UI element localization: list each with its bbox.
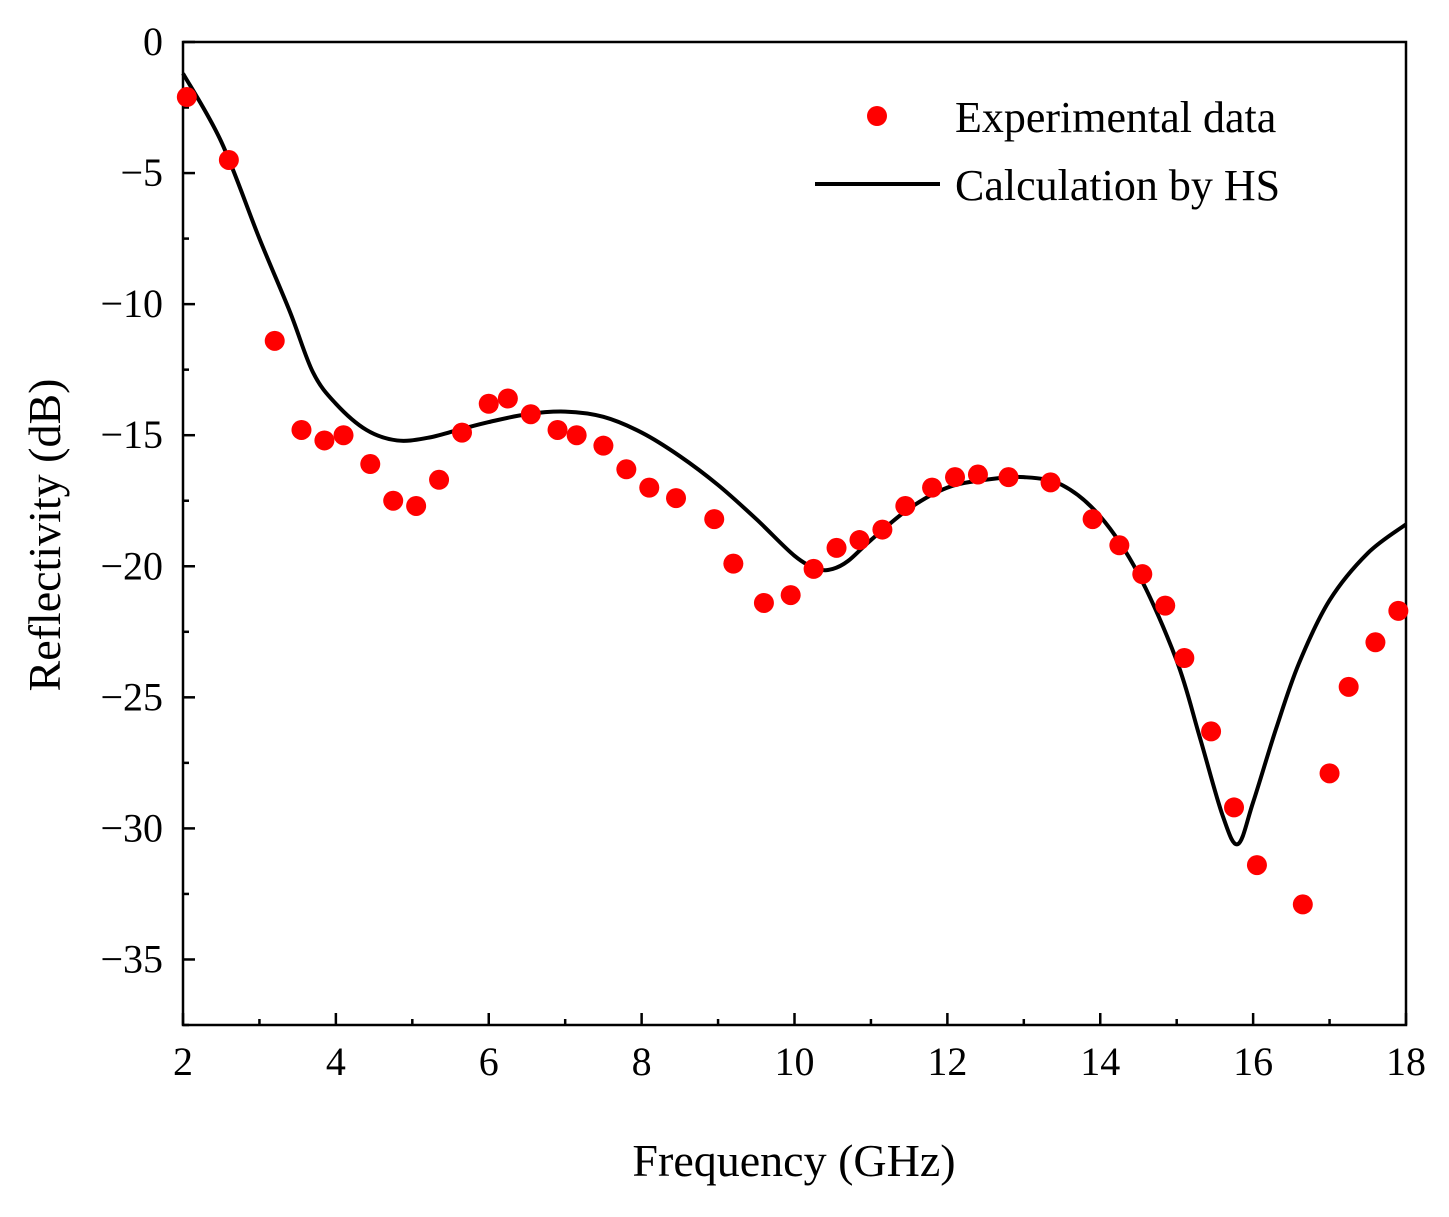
experimental-point bbox=[1319, 763, 1340, 784]
x-axis-ticks: 2 4 6 8 10 12 14 16 18 bbox=[173, 1013, 1426, 1084]
experimental-point bbox=[616, 459, 637, 480]
x-tick-label: 16 bbox=[1233, 1039, 1273, 1084]
experimental-point bbox=[780, 585, 801, 606]
experimental-point bbox=[333, 425, 354, 446]
experimental-point bbox=[1082, 509, 1103, 530]
y-tick-label: −35 bbox=[100, 936, 163, 981]
experimental-point bbox=[872, 519, 893, 540]
experimental-point bbox=[922, 477, 943, 498]
experimental-point bbox=[478, 393, 499, 414]
experimental-point bbox=[945, 467, 966, 488]
experimental-point bbox=[967, 464, 988, 485]
experimental-point bbox=[666, 488, 687, 509]
calculation-curve bbox=[181, 72, 1408, 847]
x-tick-label: 14 bbox=[1080, 1039, 1120, 1084]
y-tick-label: −30 bbox=[100, 805, 163, 850]
y-axis-title: Reflectivity (dB) bbox=[19, 379, 70, 692]
experimental-point bbox=[1174, 648, 1195, 669]
x-tick-label: 4 bbox=[326, 1039, 346, 1084]
x-tick-label: 6 bbox=[479, 1039, 499, 1084]
experimental-point bbox=[497, 388, 518, 409]
x-tick-label: 2 bbox=[173, 1039, 193, 1084]
experimental-point bbox=[723, 553, 744, 574]
experimental-point bbox=[547, 419, 568, 440]
experimental-point bbox=[383, 490, 404, 511]
experimental-point bbox=[291, 419, 312, 440]
x-axis-title: Frequency (GHz) bbox=[632, 1135, 955, 1186]
experimental-point bbox=[1246, 855, 1267, 876]
x-tick-label: 10 bbox=[775, 1039, 815, 1084]
experimental-point bbox=[998, 467, 1019, 488]
experimental-point bbox=[1388, 600, 1409, 621]
experimental-point bbox=[803, 558, 824, 579]
experimental-point bbox=[1040, 472, 1061, 493]
x-tick-label: 12 bbox=[927, 1039, 967, 1084]
x-tick-label: 18 bbox=[1386, 1039, 1426, 1084]
x-tick-label: 8 bbox=[632, 1039, 652, 1084]
experimental-points-layer bbox=[176, 87, 1409, 915]
legend: Experimental data Calculation by HS bbox=[815, 93, 1280, 210]
experimental-point bbox=[704, 509, 725, 530]
experimental-point bbox=[176, 87, 197, 108]
experimental-point bbox=[314, 430, 335, 451]
experimental-point bbox=[360, 454, 381, 475]
calculation-curve-layer bbox=[181, 72, 1408, 847]
y-tick-label: −5 bbox=[120, 150, 163, 195]
experimental-point bbox=[1132, 564, 1153, 585]
experimental-point bbox=[1224, 797, 1245, 818]
experimental-point bbox=[429, 469, 450, 490]
experimental-point bbox=[218, 149, 239, 170]
experimental-point bbox=[406, 495, 427, 516]
y-tick-label: −15 bbox=[100, 412, 163, 457]
experimental-point bbox=[849, 530, 870, 551]
y-tick-label: 0 bbox=[143, 19, 163, 64]
experimental-point bbox=[520, 404, 541, 425]
experimental-point bbox=[1292, 894, 1313, 915]
experimental-point bbox=[1338, 676, 1359, 697]
y-tick-label: −10 bbox=[100, 281, 163, 326]
experimental-point bbox=[451, 422, 472, 443]
experimental-point bbox=[1155, 595, 1176, 616]
y-tick-label: −20 bbox=[100, 543, 163, 588]
y-tick-label: −25 bbox=[100, 674, 163, 719]
experimental-point bbox=[1365, 632, 1386, 653]
experimental-point bbox=[1109, 535, 1130, 556]
experimental-point bbox=[264, 330, 285, 351]
experimental-point bbox=[753, 592, 774, 613]
legend-marker-experimental bbox=[867, 106, 887, 126]
experimental-point bbox=[566, 425, 587, 446]
legend-label-calculation: Calculation by HS bbox=[955, 161, 1280, 210]
experimental-point bbox=[593, 435, 614, 456]
experimental-point bbox=[1201, 721, 1222, 742]
y-axis-ticks: 0 −5 −10 −15 −20 −25 −30 −35 bbox=[100, 19, 195, 1027]
experimental-point bbox=[639, 477, 660, 498]
experimental-point bbox=[895, 495, 916, 516]
experimental-point bbox=[826, 537, 847, 558]
legend-label-experimental: Experimental data bbox=[955, 93, 1276, 142]
